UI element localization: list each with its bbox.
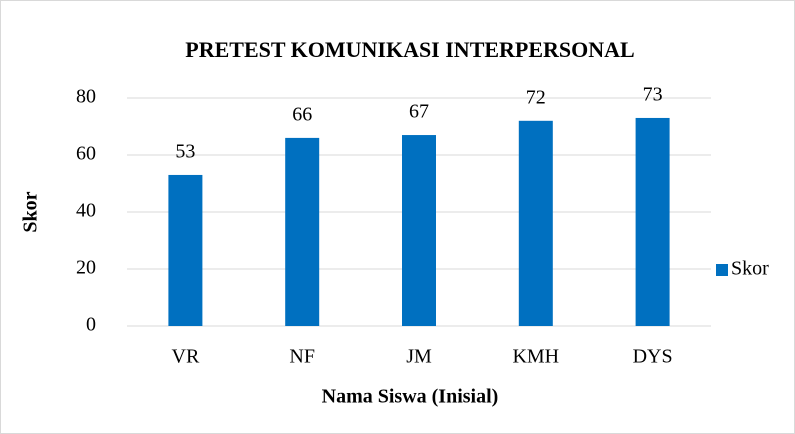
x-axis-label: Nama Siswa (Inisial) [322, 386, 499, 408]
legend-swatch [716, 264, 728, 276]
data-label: 73 [643, 84, 663, 106]
data-label: 66 [292, 103, 312, 125]
bar [518, 120, 553, 326]
y-tick-label: 20 [76, 257, 96, 279]
x-tick-label: DYS [633, 346, 673, 368]
chart-title: PRETEST KOMUNIKASI INTERPERSONAL [185, 37, 634, 62]
x-tick-label: NF [289, 346, 315, 368]
y-tick-label: 40 [76, 200, 96, 222]
data-label: 67 [409, 101, 429, 123]
bar [402, 135, 436, 326]
y-tick-label: 0 [86, 314, 96, 336]
bar [168, 174, 203, 326]
y-axis-label: Skor [20, 191, 42, 232]
x-tick-label: KMH [512, 346, 559, 368]
x-tick-label: VR [172, 346, 200, 368]
x-tick-label: JM [406, 346, 432, 368]
data-label: 72 [526, 86, 546, 108]
legend-label: Skor [731, 258, 769, 280]
data-label: 53 [175, 141, 195, 163]
bar [285, 137, 320, 326]
bar [635, 117, 670, 326]
y-tick-label: 60 [76, 143, 96, 165]
y-tick-label: 80 [76, 86, 96, 108]
